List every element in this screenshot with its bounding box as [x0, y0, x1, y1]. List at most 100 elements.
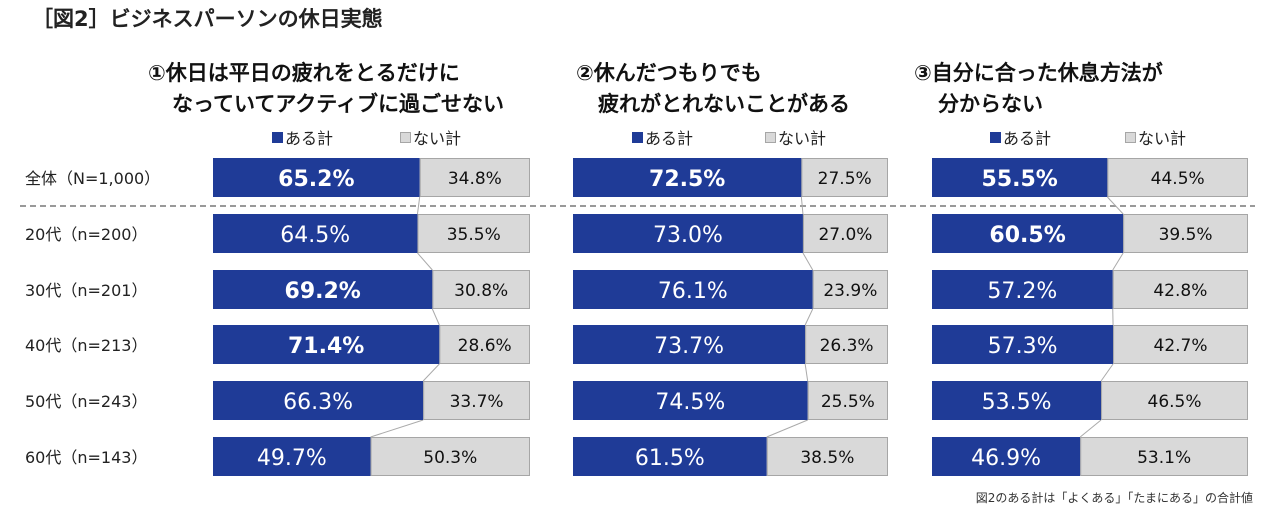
legend-label: ある計	[285, 129, 333, 148]
bar-aru	[573, 214, 803, 253]
data-label-aru: 73.0%	[653, 223, 723, 248]
legend-swatch-aru	[990, 132, 1001, 143]
data-label-aru: 57.3%	[988, 334, 1058, 359]
connector-line	[1079, 419, 1102, 438]
data-label-nai: 42.8%	[1153, 281, 1207, 301]
data-label-aru: 55.5%	[982, 167, 1058, 192]
legend-swatch-nai	[400, 132, 411, 143]
connector-line	[417, 252, 433, 271]
connector-line	[1100, 363, 1114, 382]
data-label-aru: 71.4%	[288, 334, 364, 359]
data-label-nai: 46.5%	[1148, 392, 1202, 412]
data-label-aru: 73.7%	[654, 334, 724, 359]
data-label-aru: 72.5%	[649, 167, 725, 192]
bar-nai	[419, 158, 530, 197]
bar-nai	[801, 158, 888, 197]
connector-line	[804, 363, 809, 382]
data-label-nai: 26.3%	[820, 336, 874, 356]
bar-nai	[766, 437, 888, 476]
data-label-nai: 53.1%	[1137, 448, 1191, 468]
data-label-nai: 27.5%	[818, 169, 872, 189]
panel-title: ③自分に合った休息方法が	[914, 61, 1163, 85]
legend-swatch-aru	[632, 132, 643, 143]
bar-aru	[573, 325, 806, 364]
bar-nai	[1123, 214, 1249, 253]
bar-nai	[432, 270, 531, 309]
data-label-nai: 38.5%	[800, 448, 854, 468]
panel-title: ②休んだつもりでも	[576, 61, 762, 85]
legend-label: ない計	[778, 129, 826, 148]
data-label-aru: 46.9%	[971, 446, 1041, 471]
data-label-nai: 42.7%	[1154, 336, 1208, 356]
data-label-aru: 53.5%	[982, 390, 1052, 415]
connector-line	[431, 308, 440, 326]
panel-title: 疲れがとれないことがある	[598, 92, 850, 116]
bar-aru	[213, 158, 420, 197]
bar-nai	[802, 214, 889, 253]
bar-nai	[423, 381, 530, 420]
panel-title: なっていてアクティブに過ごせない	[172, 92, 504, 116]
data-label-aru: 76.1%	[658, 279, 728, 304]
row-label: 60代（n=143）	[25, 448, 147, 467]
data-label-aru: 64.5%	[280, 223, 350, 248]
bar-aru	[932, 214, 1124, 253]
bar-aru	[932, 437, 1081, 476]
data-label-nai: 23.9%	[823, 281, 877, 301]
connector-line	[766, 419, 808, 438]
bar-aru	[573, 158, 802, 197]
connector-line	[370, 419, 424, 438]
bar-nai	[1112, 270, 1248, 309]
bar-aru	[213, 214, 418, 253]
row-label: 30代（n=201）	[25, 281, 147, 300]
data-label-nai: 27.0%	[818, 225, 872, 245]
legend-label: ある計	[645, 129, 693, 148]
bar-aru	[213, 325, 440, 364]
legend-label: ない計	[1138, 129, 1186, 148]
data-label-nai: 30.8%	[454, 281, 508, 301]
bar-nai	[1107, 158, 1248, 197]
data-label-aru: 65.2%	[278, 167, 354, 192]
bar-aru	[932, 158, 1108, 197]
data-label-nai: 44.5%	[1151, 169, 1205, 189]
connector-line	[802, 252, 814, 271]
data-label-aru: 49.7%	[257, 446, 327, 471]
data-label-aru: 69.2%	[285, 279, 361, 304]
bar-aru	[573, 381, 808, 420]
data-label-nai: 35.5%	[447, 225, 501, 245]
connector-line	[1112, 252, 1124, 271]
data-label-aru: 74.5%	[655, 390, 725, 415]
legend-swatch-nai	[765, 132, 776, 143]
connector-line	[804, 308, 814, 326]
bar-nai	[1080, 437, 1248, 476]
bar-nai	[370, 437, 531, 476]
bar-nai	[1113, 325, 1248, 364]
chart-title: ［図2］ビジネスパーソンの休日実態	[32, 7, 383, 31]
connector-line	[800, 196, 804, 215]
data-label-nai: 33.7%	[450, 392, 504, 412]
footnote: 図2のある計は「よくある」「たまにある」の合計値	[976, 490, 1253, 505]
bar-aru	[213, 270, 433, 309]
data-label-nai: 28.6%	[458, 336, 512, 356]
connector-line	[416, 196, 421, 215]
row-label: 全体（N=1,000）	[25, 169, 160, 188]
bar-aru	[573, 437, 767, 476]
data-label-aru: 60.5%	[989, 223, 1065, 248]
legend-label: ない計	[413, 129, 461, 148]
bar-aru	[573, 270, 813, 309]
bar-nai	[812, 270, 889, 309]
data-label-nai: 50.3%	[423, 448, 477, 468]
bar-nai	[1101, 381, 1249, 420]
data-label-aru: 57.2%	[987, 279, 1057, 304]
bar-nai	[805, 325, 889, 364]
legend-swatch-aru	[272, 132, 283, 143]
data-label-aru: 66.3%	[283, 390, 353, 415]
bar-nai	[439, 325, 531, 364]
panel-title: ①休日は平日の疲れをとるだけに	[148, 61, 460, 85]
bar-aru	[932, 381, 1102, 420]
bar-aru	[213, 437, 371, 476]
bar-nai	[807, 381, 888, 420]
connector-line	[1107, 196, 1124, 215]
row-label: 20代（n=200）	[25, 225, 147, 244]
row-label: 50代（n=243）	[25, 392, 147, 411]
